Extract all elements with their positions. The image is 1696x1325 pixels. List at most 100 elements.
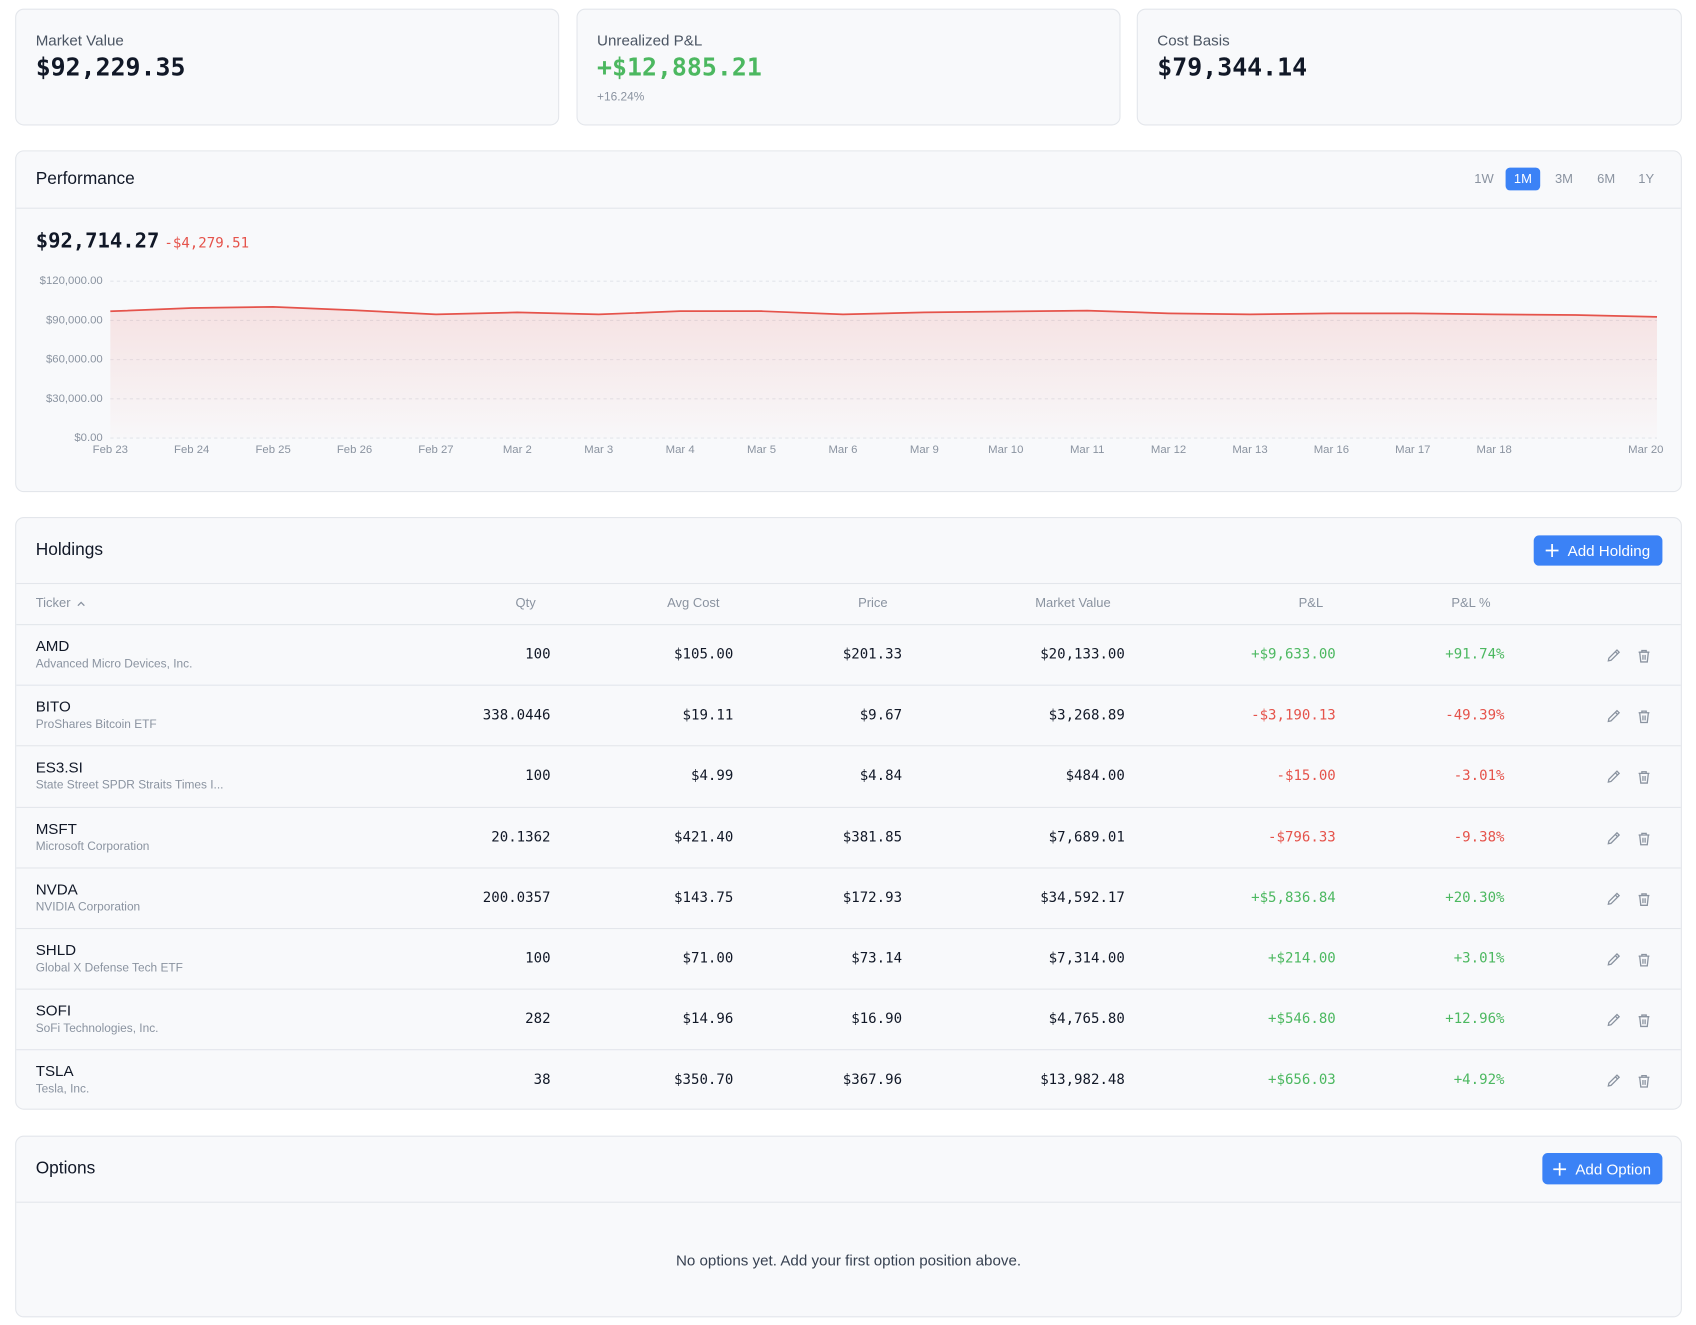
row-actions[interactable] <box>1605 951 1653 968</box>
delete-icon <box>1638 893 1650 906</box>
summary-card: Market Value $92,229.35 <box>15 8 560 126</box>
card-label: Cost Basis <box>1157 31 1230 49</box>
row-divider <box>16 745 1681 747</box>
edit-icon <box>1607 1013 1621 1027</box>
cell-pl: +$9,633.00 <box>1251 646 1336 664</box>
cell-qty: 338.0446 <box>482 707 551 724</box>
x-tick-label: Mar 13 <box>1232 444 1267 456</box>
range-button[interactable]: 1M <box>1505 167 1541 191</box>
delete-icon <box>1638 710 1650 724</box>
row-actions[interactable] <box>1605 829 1653 846</box>
row-actions[interactable] <box>1605 647 1653 664</box>
edit-icon <box>1607 831 1621 845</box>
row-actions[interactable] <box>1605 890 1653 907</box>
cell-market-value: $3,268.89 <box>1048 707 1125 724</box>
cell-avg-cost: $143.75 <box>674 889 734 907</box>
summary-card: Unrealized P&L +$12,885.21 +16.24% <box>576 8 1121 126</box>
cell-avg-cost: $105.00 <box>674 646 734 664</box>
column-header[interactable]: Market Value <box>1035 594 1111 611</box>
cell-price: $16.90 <box>851 1011 903 1028</box>
x-tick-label: Mar 3 <box>584 444 613 456</box>
divider <box>16 582 1681 585</box>
ticker: MSFT <box>35 819 77 837</box>
summary-card: Cost Basis $79,344.14 <box>1136 8 1682 126</box>
panel-title: Options <box>35 1159 96 1178</box>
cell-price: $201.33 <box>842 646 903 664</box>
column-header[interactable]: Qty <box>515 594 536 611</box>
performance-panel: Performance $92,714.27 -$4,279.51 $0.00 $… <box>15 150 1682 493</box>
button-label: Add Option <box>1575 1160 1652 1178</box>
cell-pl-pct: -49.39% <box>1445 707 1505 724</box>
ticker: SHLD <box>35 940 77 959</box>
x-tick-label: Mar 10 <box>988 444 1023 456</box>
row-divider <box>16 928 1681 930</box>
cell-qty: 282 <box>525 1011 551 1028</box>
cell-pl: +$546.80 <box>1268 1011 1336 1028</box>
area <box>110 306 1658 439</box>
edit-icon <box>1607 953 1621 966</box>
company-name: ProShares Bitcoin ETF <box>35 718 157 732</box>
options-panel: Options Add Option No options yet. Add y… <box>15 1135 1682 1318</box>
cell-pl-pct: +20.30% <box>1445 889 1505 907</box>
row-actions[interactable] <box>1605 708 1653 725</box>
card-label: Market Value <box>35 31 124 49</box>
cell-avg-cost: $4.99 <box>690 768 734 785</box>
cell-pl: -$3,190.13 <box>1251 707 1336 724</box>
row-actions[interactable] <box>1605 1011 1653 1028</box>
delete-icon <box>1638 1014 1650 1028</box>
range-button[interactable]: 1W <box>1474 170 1494 187</box>
cell-market-value: $13,982.48 <box>1040 1072 1125 1089</box>
row-actions[interactable] <box>1605 768 1653 785</box>
ticker: ES3.SI <box>35 758 83 776</box>
edit-icon <box>1607 1074 1621 1088</box>
y-tick-label: $30,000.00 <box>46 393 103 405</box>
empty-message: No options yet. Add your first option po… <box>675 1251 1022 1269</box>
x-tick-label: Feb 23 <box>93 444 128 456</box>
x-tick-label: Mar 6 <box>828 444 857 456</box>
delete-icon <box>1638 1075 1650 1089</box>
row-divider <box>16 1049 1681 1051</box>
cell-avg-cost: $350.70 <box>674 1072 734 1089</box>
cell-qty: 38 <box>533 1072 551 1089</box>
x-tick-label: Feb 24 <box>174 444 209 456</box>
cell-market-value: $7,314.00 <box>1048 950 1125 967</box>
column-header[interactable]: P&L % <box>1451 594 1491 611</box>
edit-icon <box>1607 709 1621 723</box>
column-header[interactable]: Ticker <box>35 594 71 611</box>
range-button[interactable]: 1Y <box>1638 170 1655 187</box>
range-button[interactable]: 3M <box>1554 170 1574 187</box>
x-tick-label: Mar 20 <box>1628 444 1663 456</box>
row-divider <box>16 684 1681 686</box>
company-name: State Street SPDR Straits Times I... <box>35 779 224 793</box>
divider <box>16 1201 1681 1203</box>
ticker: AMD <box>35 637 70 655</box>
cell-qty: 100 <box>525 768 551 785</box>
cell-pl-pct: +12.96% <box>1445 1011 1505 1028</box>
add-option-button[interactable]: Add Option <box>1542 1152 1663 1185</box>
column-header[interactable]: Avg Cost <box>667 594 720 611</box>
x-tick-label: Mar 11 <box>1070 444 1104 456</box>
x-tick-label: Mar 4 <box>666 444 695 456</box>
panel-title: Performance <box>35 169 135 189</box>
x-tick-label: Mar 2 <box>503 444 532 456</box>
y-tick-label: $90,000.00 <box>46 314 103 326</box>
company-name: Global X Defense Tech ETF <box>35 961 183 975</box>
panel-title: Holdings <box>35 540 104 560</box>
cell-avg-cost: $421.40 <box>674 829 734 846</box>
cell-price: $381.85 <box>842 829 903 846</box>
row-actions[interactable] <box>1605 1072 1653 1089</box>
delete-icon <box>1638 953 1650 967</box>
cell-qty: 20.1362 <box>491 829 551 846</box>
cell-pl: +$214.00 <box>1268 950 1336 967</box>
chart: $0.00 $30,000.00 $60,000.00 $90,000.00 $120,… <box>40 275 1664 456</box>
edit-icon <box>1607 649 1621 662</box>
cell-pl: -$15.00 <box>1276 768 1336 785</box>
column-header[interactable]: Price <box>858 594 888 611</box>
add-holding-button[interactable]: Add Holding <box>1533 535 1663 566</box>
cell-avg-cost: $71.00 <box>682 950 734 967</box>
column-header[interactable]: P&L <box>1298 594 1324 611</box>
range-button[interactable]: 6M <box>1597 170 1616 187</box>
row-divider <box>16 806 1681 808</box>
cell-market-value: $4,765.80 <box>1048 1011 1125 1028</box>
cell-qty: 100 <box>525 950 551 967</box>
